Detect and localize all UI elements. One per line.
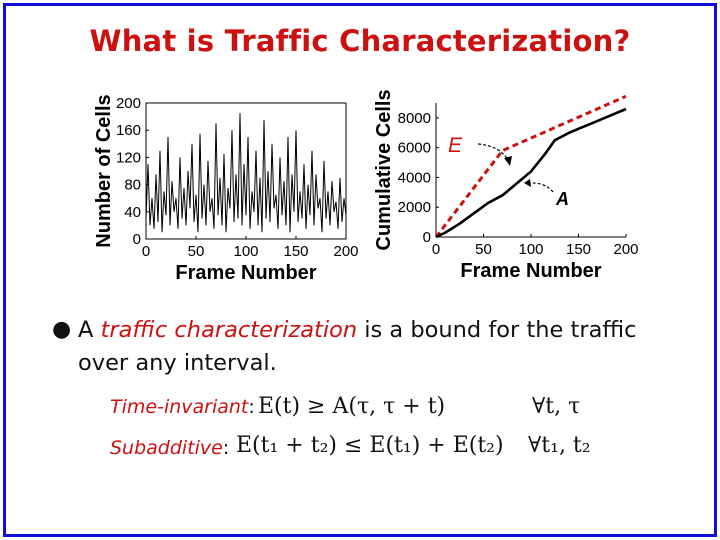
y-tick-label: 120 <box>116 149 141 166</box>
quantifier-subadditive: ∀t₁, t₂ <box>528 433 591 458</box>
annotation-e-arrow <box>477 143 509 161</box>
x-tick-label: 200 <box>333 243 358 260</box>
property-colon: : <box>248 396 255 418</box>
x-tick-label: 0 <box>142 243 150 260</box>
series-line-0 <box>145 113 347 233</box>
property-time-invariant: Time-invariant: <box>110 396 255 418</box>
formula-time-invariant: E(t) ≥ A(τ, τ + t) <box>258 394 446 419</box>
property-colon: : <box>222 437 230 459</box>
x-tick-label: 50 <box>188 243 205 260</box>
bullet-marker: ● <box>52 317 72 342</box>
y-axis-label: Cumulative Cells <box>373 89 395 250</box>
y-tick-label: 40 <box>124 204 141 221</box>
x-tick-label: 100 <box>518 241 543 258</box>
x-tick-label: 150 <box>283 243 308 260</box>
x-axis-label: Frame Number <box>460 260 601 282</box>
annotation-e: E <box>448 134 463 157</box>
slide-title: What is Traffic Characterization? <box>89 24 631 58</box>
x-tick-label: 100 <box>233 243 258 260</box>
annotation-e-arrowhead <box>504 156 512 166</box>
y-tick-label: 4000 <box>398 169 431 186</box>
x-tick-label: 200 <box>613 241 638 258</box>
annotation-a-arrowhead <box>524 179 531 187</box>
formula-subadditive: E(t₁ + t₂) ≤ E(t₁) + E(t₂) <box>236 433 504 458</box>
y-tick-label: 0 <box>423 229 431 246</box>
annotation-a-arrow <box>527 182 554 193</box>
x-axis-label: Frame Number <box>175 262 316 284</box>
bullet-emphasis: traffic characterization <box>100 317 358 343</box>
y-tick-label: 6000 <box>398 140 431 157</box>
property-name: Subadditive <box>110 437 223 459</box>
bullet-lead: A <box>78 317 94 343</box>
series-line-E <box>434 94 627 238</box>
slide-border <box>3 3 717 537</box>
y-tick-label: 80 <box>124 177 141 194</box>
bullet-text: A traffic characterization is a bound fo… <box>78 314 688 380</box>
y-tick-label: 160 <box>116 122 141 139</box>
x-tick-label: 150 <box>566 241 591 258</box>
y-tick-label: 8000 <box>398 110 431 127</box>
quantifier-time-invariant: ∀t, τ <box>532 394 581 419</box>
series-line-A <box>435 107 627 239</box>
x-tick-label: 50 <box>475 241 492 258</box>
property-name: Time-invariant <box>110 396 249 418</box>
y-tick-label: 200 <box>116 95 141 112</box>
annotation-a: A <box>555 189 569 209</box>
y-tick-label: 2000 <box>398 199 431 216</box>
property-subadditive: Subadditive: <box>110 437 229 459</box>
bullet-rest: is a bound for the traffic over any inte… <box>78 317 637 376</box>
y-tick-label: 0 <box>133 231 141 248</box>
y-axis-label: Number of Cells <box>93 94 115 247</box>
x-tick-label: 0 <box>432 241 440 258</box>
